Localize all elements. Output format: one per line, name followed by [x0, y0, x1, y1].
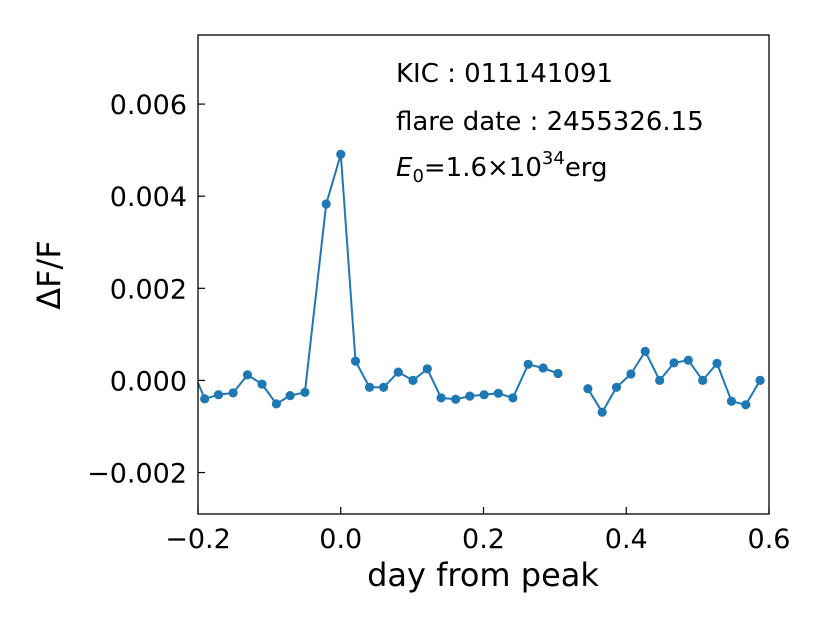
energy-exponent: 34 [542, 148, 565, 169]
data-point [321, 199, 331, 209]
y-tick-label: −0.002 [87, 459, 187, 490]
energy-symbol: E [396, 153, 413, 183]
data-point [712, 358, 722, 368]
plot-frame [197, 34, 770, 515]
axis-ticks [197, 103, 770, 514]
x-tick-label: 0.4 [605, 524, 648, 555]
x-axis-label: day from peak [367, 556, 599, 594]
energy-unit: erg [565, 153, 608, 183]
data-point [436, 393, 446, 403]
data-point [451, 394, 461, 404]
data-point [597, 407, 607, 417]
energy-mid: =1.6×10 [424, 153, 542, 183]
data-point [393, 367, 403, 377]
y-axis-label: ΔF/F [30, 240, 68, 309]
data-point [683, 355, 693, 365]
data-point [755, 375, 765, 385]
x-tick-label: 0.6 [748, 524, 791, 555]
data-point [271, 399, 281, 409]
data-point [479, 390, 489, 400]
data-point [726, 396, 737, 406]
data-point [669, 358, 679, 368]
data-point [508, 393, 518, 403]
y-tick-label: 0.002 [110, 274, 187, 305]
data-point [285, 391, 295, 401]
data-point [465, 391, 475, 401]
x-tick-label: 0.0 [319, 524, 362, 555]
data-point [583, 384, 593, 394]
data-point [422, 364, 432, 374]
data-point [300, 387, 310, 397]
flare-series [197, 149, 765, 417]
x-tick-label: −0.2 [165, 524, 231, 555]
data-point [655, 375, 665, 385]
energy-subscript: 0 [412, 166, 423, 187]
data-point [350, 356, 361, 366]
data-point [379, 382, 389, 392]
data-point [257, 379, 267, 389]
data-point [336, 149, 346, 159]
y-tick-label: 0.006 [110, 90, 187, 121]
annotation-kic: KIC : 011141091 [396, 59, 613, 89]
axis-tick-labels: −0.2 0.0 0.2 0.4 0.6 −0.002 0.000 0.002 0.004 0.0… [87, 90, 790, 555]
data-point [538, 363, 548, 373]
data-point [741, 400, 751, 410]
data-point [626, 369, 636, 379]
plot-background [198, 35, 769, 514]
data-point [493, 388, 503, 398]
x-tick-label: 0.2 [462, 524, 505, 555]
data-point [408, 375, 418, 385]
data-point [553, 368, 563, 379]
data-point [200, 394, 210, 404]
data-point [523, 359, 533, 369]
annotation-flare-date: flare date : 2455326.15 [396, 107, 704, 137]
data-point [213, 390, 224, 400]
annotation-energy: E0=1.6×1034erg [396, 148, 608, 187]
data-point [242, 370, 253, 380]
data-point [364, 382, 375, 392]
data-point [698, 375, 708, 385]
data-point [611, 382, 622, 392]
y-tick-label: 0.000 [110, 366, 187, 397]
data-point [640, 346, 650, 356]
data-point [228, 388, 238, 398]
y-tick-label: 0.004 [110, 182, 187, 213]
